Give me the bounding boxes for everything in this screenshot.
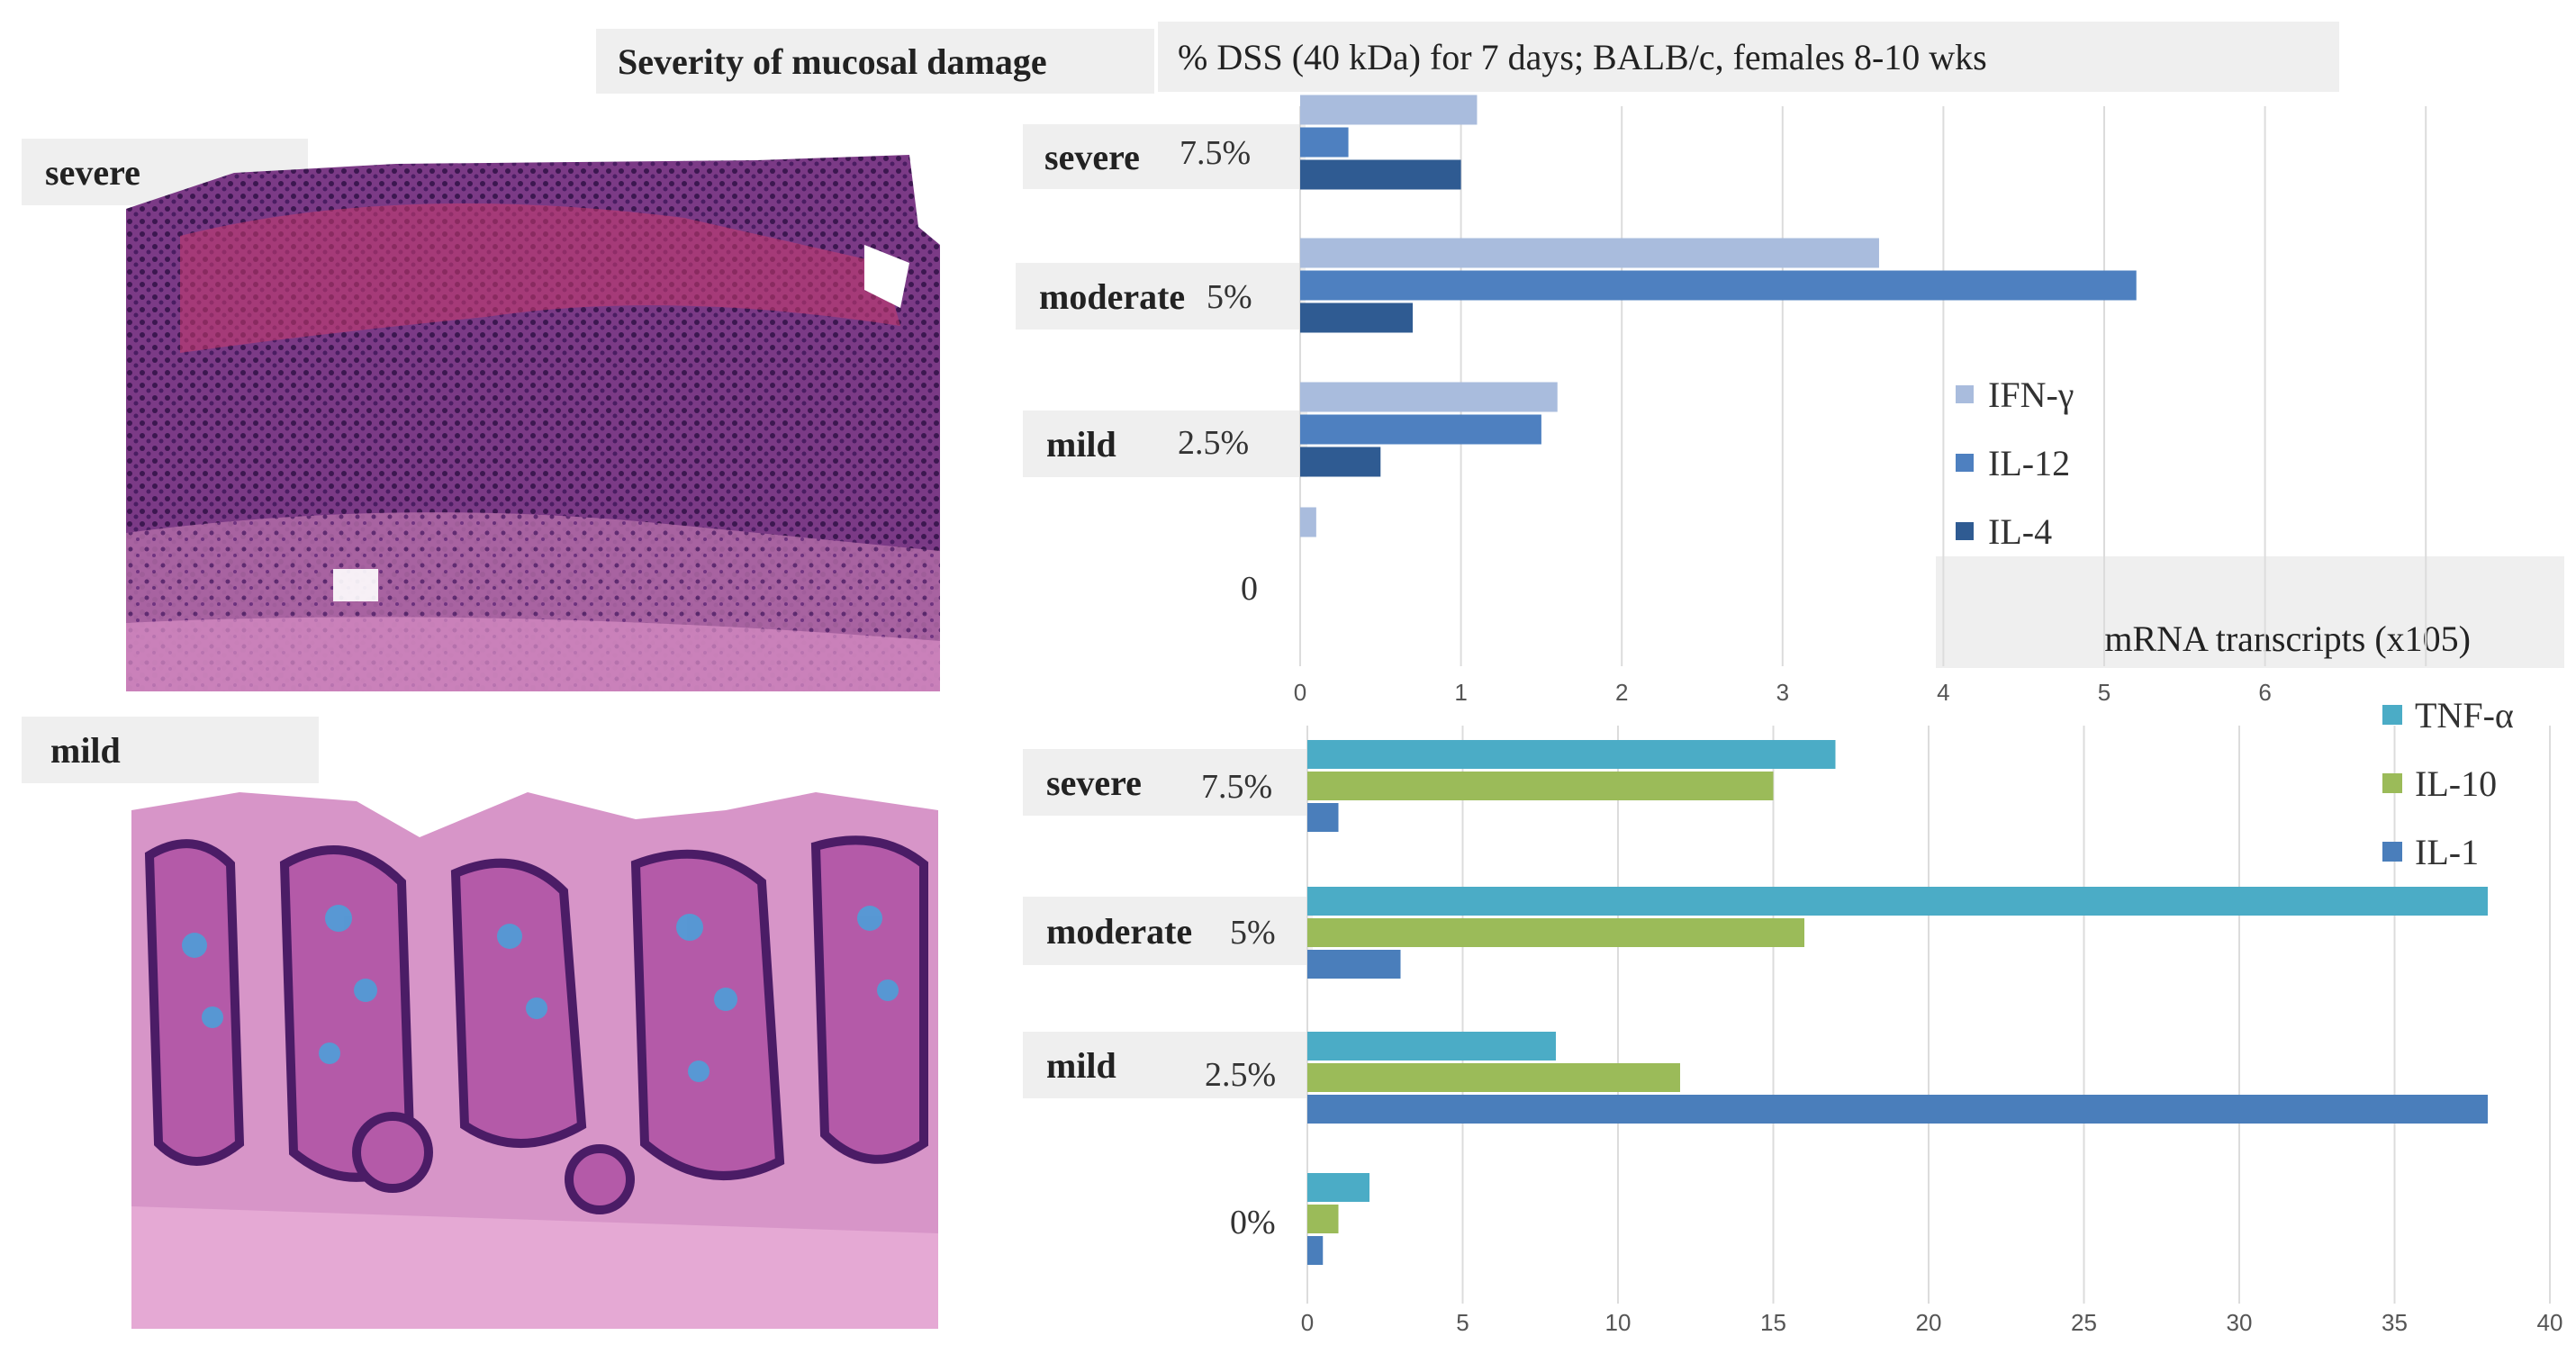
x-tick-label: 2 — [1615, 679, 1628, 706]
bar-IL-10-severe — [1307, 772, 1774, 800]
x-tick-label: 4 — [1937, 679, 1949, 706]
bar-IL-4-mild — [1300, 447, 1381, 477]
legend-label: IFN-γ — [1988, 375, 2074, 415]
cat-label-top-mild: mild — [1023, 411, 1307, 477]
bar-IL-4-moderate — [1300, 302, 1414, 333]
legend-label: IL-4 — [1988, 511, 2052, 552]
legend-swatch — [2382, 773, 2402, 793]
bar-IL-1-moderate — [1307, 950, 1401, 979]
severity-header-text: Severity of mucosal damage — [618, 41, 1047, 82]
x-tick-label: 3 — [1776, 679, 1789, 706]
cat-pct-top-zero: 0 — [1241, 570, 1258, 608]
cat-pct-bot-mild: 2.5% — [1205, 1056, 1277, 1094]
x-tick-label: 0 — [1301, 1309, 1314, 1336]
x-tick-label: 1 — [1454, 679, 1467, 706]
bar-IL-12-mild — [1300, 414, 1541, 445]
bar-TNF-α-moderate — [1307, 887, 2488, 916]
bar-IL-12-moderate — [1300, 270, 2137, 301]
bar-IL-10-control — [1307, 1205, 1339, 1233]
bar-IFN-γ-control — [1300, 507, 1316, 537]
x-tick-label: 6 — [2258, 679, 2271, 706]
x-tick-label: 0 — [1294, 679, 1306, 706]
cat-label-bot-severe: severe — [1023, 749, 1307, 816]
bar-TNF-α-control — [1307, 1173, 1369, 1202]
x-tick-label: 40 — [2537, 1309, 2563, 1336]
bar-IFN-γ-severe — [1300, 95, 1478, 125]
bar-TNF-α-mild — [1307, 1032, 1556, 1061]
cat-label-top-moderate: moderate — [1016, 263, 1306, 329]
bar-IL-12-severe — [1300, 127, 1349, 158]
dss-header-text: % DSS (40 kDa) for 7 days; BALB/c, femal… — [1178, 36, 1987, 77]
legend-swatch — [1956, 385, 1974, 403]
x-tick-label: 5 — [2098, 679, 2111, 706]
dss-header: % DSS (40 kDa) for 7 days; BALB/c, femal… — [1158, 22, 2339, 92]
legend-swatch — [2382, 705, 2402, 725]
cat-label-bot-moderate: moderate — [1023, 897, 1313, 965]
bar-IL-4-severe — [1300, 159, 1461, 190]
bar-TNF-α-severe — [1307, 740, 1836, 769]
legend-label: IL-12 — [1988, 443, 2070, 483]
cat-pct-bot-zero: 0% — [1230, 1204, 1276, 1241]
x-tick-label: 30 — [2227, 1309, 2253, 1336]
legend-label: IL-10 — [2415, 763, 2497, 804]
cat-pct-bot-severe: 7.5% — [1201, 768, 1273, 806]
histology-label-mild: mild — [22, 717, 319, 783]
severity-header: Severity of mucosal damage — [596, 29, 1154, 94]
mrna-header: mRNA transcripts (x105) — [1936, 556, 2564, 668]
cat-pct-top-severe: 7.5% — [1180, 134, 1252, 172]
x-tick-label: 20 — [1916, 1309, 1942, 1336]
chart-1: 0 5 10 15 20 25 30 35 40 TNF-α IL-10 IL-1 — [1301, 695, 2563, 1336]
mrna-header-text: mRNA transcripts (x105) — [2104, 618, 2471, 659]
bar-IFN-γ-mild — [1300, 382, 1558, 412]
bar-IL-1-control — [1307, 1236, 1324, 1265]
legend-swatch — [2382, 842, 2402, 862]
histology-image-mild — [131, 783, 938, 1329]
chart-0: 0 1 2 3 4 5 6 IFN-γ IL-12 IL-4 — [1294, 95, 2427, 706]
cat-label-top-severe: severe — [1023, 124, 1306, 189]
x-tick-label: 15 — [1760, 1309, 1786, 1336]
bar-IFN-γ-moderate — [1300, 238, 1879, 268]
cat-pct-top-mild: 2.5% — [1178, 424, 1250, 462]
bar-IL-1-severe — [1307, 803, 1339, 832]
bar-IL-1-mild — [1307, 1095, 2488, 1124]
cat-pct-bot-moderate: 5% — [1230, 914, 1276, 952]
legend-swatch — [1956, 522, 1974, 540]
x-tick-label: 5 — [1456, 1309, 1469, 1336]
bar-IL-10-mild — [1307, 1063, 1680, 1092]
legend-label: TNF-α — [2415, 695, 2514, 736]
cat-pct-top-moderate: 5% — [1207, 278, 1252, 316]
histology-image-severe — [126, 155, 940, 691]
legend-label: IL-1 — [2415, 832, 2479, 872]
bar-IL-10-moderate — [1307, 918, 1804, 947]
cat-label-bot-mild: mild — [1023, 1032, 1307, 1098]
x-tick-label: 35 — [2382, 1309, 2408, 1336]
x-tick-label: 25 — [2071, 1309, 2097, 1336]
legend-swatch — [1956, 454, 1974, 472]
x-tick-label: 10 — [1605, 1309, 1631, 1336]
